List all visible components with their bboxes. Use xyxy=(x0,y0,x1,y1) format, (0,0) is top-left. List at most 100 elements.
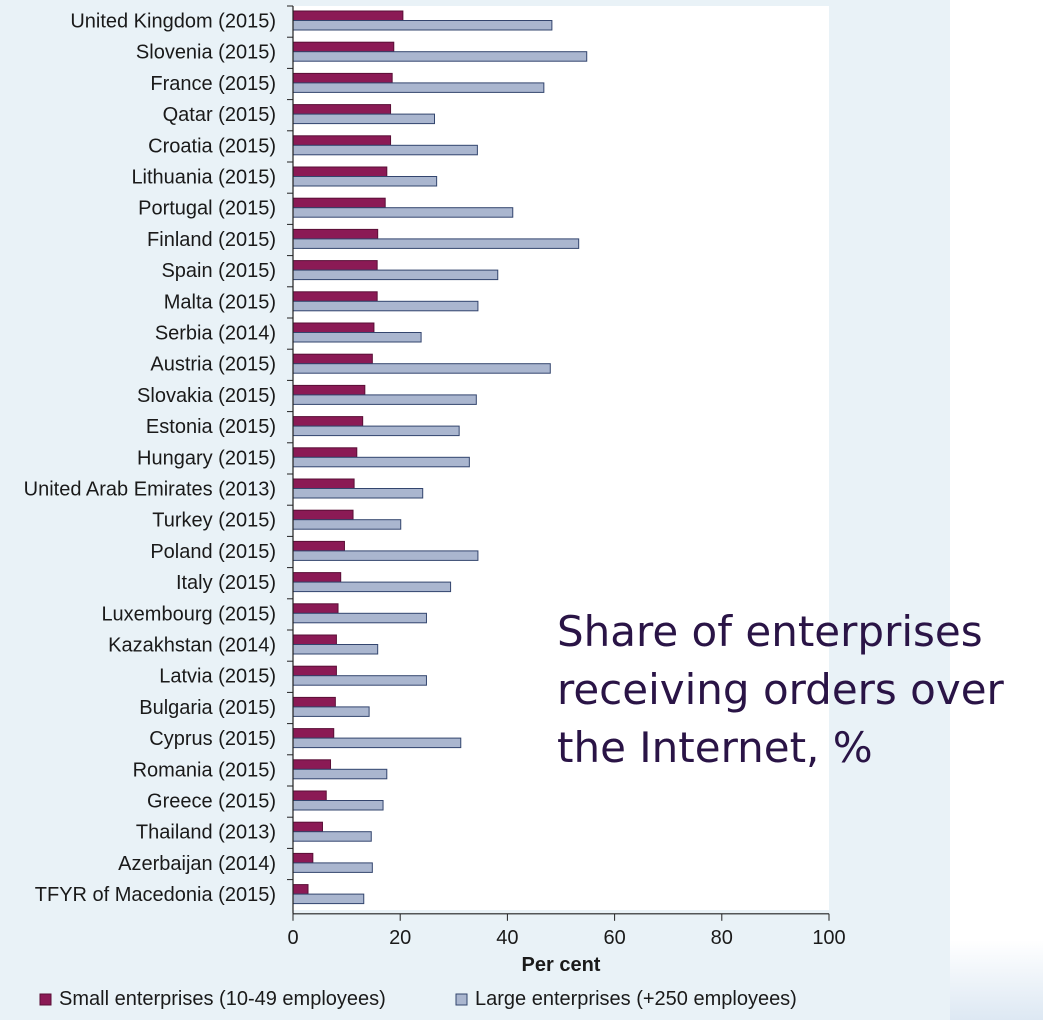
bar-large-7 xyxy=(292,238,580,249)
category-label: Thailand (2013) xyxy=(136,822,276,844)
bar-large-9 xyxy=(292,300,479,312)
category-label: Austria (2015) xyxy=(150,354,276,376)
category-label: Latvia (2015) xyxy=(159,666,276,688)
chart-title-line-1: Share of enterprises xyxy=(557,607,983,656)
category-label: Turkey (2015) xyxy=(152,510,276,532)
bar-large-3 xyxy=(292,113,436,125)
bar-small-20 xyxy=(292,634,337,645)
category-labels: United Kingdom (2015) Slovenia (2015) Fran… xyxy=(24,11,276,907)
bar-large-19 xyxy=(292,612,427,624)
legend-swatch-small xyxy=(39,993,52,1006)
bar-small-21 xyxy=(292,665,337,677)
decorative-corner xyxy=(950,940,1043,1020)
chart-title-line-3: the Internet, % xyxy=(557,723,873,772)
category-label: Slovenia (2015) xyxy=(136,42,276,64)
bars-group xyxy=(292,10,588,905)
bar-large-18 xyxy=(292,581,452,593)
bar-small-10 xyxy=(292,322,375,333)
bar-large-12 xyxy=(292,394,477,405)
bar-large-26 xyxy=(292,831,372,842)
bar-small-7 xyxy=(292,228,379,240)
bar-large-25 xyxy=(292,800,384,811)
legend-label-large: Large enterprises (+250 employees) xyxy=(475,988,797,1010)
category-label: United Arab Emirates (2013) xyxy=(24,479,276,501)
bar-large-17 xyxy=(292,550,479,561)
bar-large-23 xyxy=(292,737,462,749)
chart-title: Share of enterprises receiving orders ov… xyxy=(557,603,1027,777)
bar-small-17 xyxy=(292,540,345,552)
bar-small-11 xyxy=(292,353,373,365)
bar-large-16 xyxy=(292,519,402,530)
bar-small-23 xyxy=(292,728,335,739)
bar-small-14 xyxy=(292,447,358,458)
category-label: Serbia (2014) xyxy=(155,323,276,345)
category-label: Azerbaijan (2014) xyxy=(118,853,276,875)
bar-small-8 xyxy=(292,260,378,271)
bar-small-1 xyxy=(292,41,395,53)
bar-large-27 xyxy=(292,862,373,873)
bar-large-13 xyxy=(292,425,460,437)
bar-small-27 xyxy=(292,852,314,864)
x-tick-label: 20 xyxy=(389,927,411,949)
chart-title-line-2: receiving orders over xyxy=(557,665,1004,714)
bar-large-1 xyxy=(292,51,588,62)
bar-large-20 xyxy=(292,644,379,655)
bar-large-2 xyxy=(292,82,545,93)
bar-small-16 xyxy=(292,509,354,521)
category-label: Croatia (2015) xyxy=(148,135,276,157)
category-label: Lithuania (2015) xyxy=(131,167,276,189)
x-tick-label: 100 xyxy=(812,927,845,949)
category-label: Estonia (2015) xyxy=(146,416,276,438)
bar-large-4 xyxy=(292,144,478,156)
bar-large-24 xyxy=(292,768,388,780)
bar-small-4 xyxy=(292,135,392,146)
category-label: Malta (2015) xyxy=(164,291,276,313)
x-axis-title: Per cent xyxy=(522,954,601,976)
bar-small-12 xyxy=(292,384,366,396)
axes-group: 0 20 40 60 80 100 xyxy=(287,5,846,949)
bar-small-22 xyxy=(292,696,336,708)
x-tick-label: 80 xyxy=(711,927,733,949)
bar-small-13 xyxy=(292,416,364,427)
bar-large-22 xyxy=(292,706,370,717)
bar-large-5 xyxy=(292,176,438,187)
bar-large-21 xyxy=(292,675,427,686)
bar-small-9 xyxy=(292,291,378,302)
bar-small-3 xyxy=(292,104,392,115)
bar-small-25 xyxy=(292,790,327,801)
bar-small-0 xyxy=(292,10,404,21)
category-label: Kazakhstan (2014) xyxy=(108,635,276,657)
category-label: Greece (2015) xyxy=(147,791,276,813)
category-label: France (2015) xyxy=(150,73,276,95)
category-label: Finland (2015) xyxy=(147,229,276,251)
category-label: Bulgaria (2015) xyxy=(139,697,276,719)
category-label: Luxembourg (2015) xyxy=(101,603,276,625)
bar-small-2 xyxy=(292,72,393,84)
category-label: Cyprus (2015) xyxy=(149,728,276,750)
bar-small-19 xyxy=(292,603,339,614)
bar-large-10 xyxy=(292,332,422,343)
bar-small-6 xyxy=(292,197,386,209)
category-label: Slovakia (2015) xyxy=(137,385,276,407)
category-label: Hungary (2015) xyxy=(137,447,276,469)
category-label: Romania (2015) xyxy=(133,759,276,781)
legend-swatch-large xyxy=(455,993,468,1006)
category-label: Portugal (2015) xyxy=(138,198,276,220)
legend-label-small: Small enterprises (10-49 employees) xyxy=(59,988,386,1010)
bar-large-8 xyxy=(292,269,499,281)
bar-small-18 xyxy=(292,572,342,583)
bar-large-11 xyxy=(292,363,551,374)
x-tick-label: 60 xyxy=(603,927,625,949)
category-label: Italy (2015) xyxy=(176,572,276,594)
category-label: United Kingdom (2015) xyxy=(70,11,276,33)
bar-small-15 xyxy=(292,478,355,489)
x-tick-label: 0 xyxy=(287,927,298,949)
bar-small-26 xyxy=(292,821,323,833)
bar-large-28 xyxy=(292,893,365,905)
x-tick-label: 40 xyxy=(496,927,518,949)
bar-large-14 xyxy=(292,456,470,468)
bar-small-28 xyxy=(292,884,309,895)
category-label: Qatar (2015) xyxy=(163,104,276,126)
bar-large-0 xyxy=(292,20,553,31)
